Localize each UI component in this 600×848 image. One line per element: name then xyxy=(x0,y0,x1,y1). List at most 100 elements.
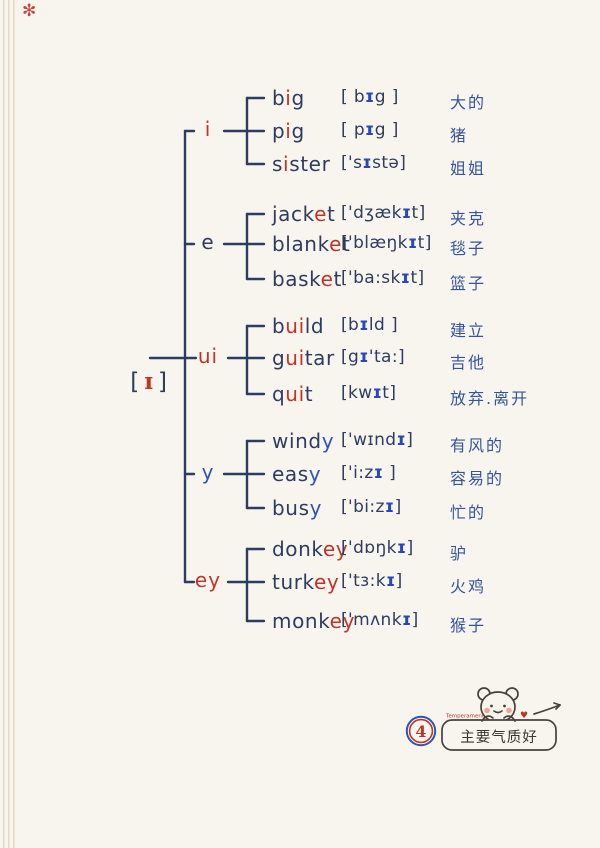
ph-suffix: g ] xyxy=(374,120,399,140)
ph-suffix: ] xyxy=(394,497,402,517)
word-row: jacket ['dʒækɪt] 夹克 xyxy=(0,202,600,228)
word-highlight: i xyxy=(285,86,292,110)
word-row: turkey ['tɜ:kɪ] 火鸡 xyxy=(0,570,600,596)
word-highlight: ui xyxy=(285,314,305,338)
bear-eye xyxy=(503,704,506,708)
ph-suffix: ld ] xyxy=(368,315,399,335)
ph-prefix: ['mʌnk xyxy=(341,610,402,630)
translation-cn: 大的 xyxy=(450,93,487,112)
ipa-sound: ɪ xyxy=(144,368,154,395)
ipa-root-symbol: [ɪ] xyxy=(97,342,168,421)
branch-label-y: y xyxy=(201,460,215,484)
word-prefix: wind xyxy=(272,429,322,453)
word-prefix: p xyxy=(272,119,286,143)
ph-prefix: ['dɒŋk xyxy=(341,538,397,558)
word-row: build [bɪld ] 建立 xyxy=(0,314,600,340)
word: pig xyxy=(272,119,305,143)
word: donkey xyxy=(272,537,348,561)
word-highlight: y xyxy=(309,496,323,520)
word-prefix: turk xyxy=(272,570,315,594)
ph-suffix: stə] xyxy=(372,153,407,173)
ph-suffix: g ] xyxy=(374,87,399,107)
word-highlight: ui xyxy=(285,382,305,406)
ph-prefix: [g xyxy=(341,347,360,367)
translation-cn: 建立 xyxy=(450,321,487,340)
ph-highlight: ɪ xyxy=(384,497,395,517)
translation-cn: 姐姐 xyxy=(450,159,487,178)
word-row: sister ['sɪstə] 姐姐 xyxy=(0,152,600,178)
translation-cn: 有风的 xyxy=(450,436,505,455)
word: windy xyxy=(272,429,334,453)
phonetic: [kwɪt] xyxy=(341,383,396,403)
word-suffix: t xyxy=(341,232,351,256)
ph-prefix: ['tɜ:k xyxy=(341,571,386,591)
ph-prefix: [b xyxy=(341,315,360,335)
word-suffix: g xyxy=(291,119,305,143)
word: easy xyxy=(272,462,321,486)
word-row: basket ['ba:skɪt] 篮子 xyxy=(0,267,600,293)
word-suffix: g xyxy=(291,86,305,110)
phonetic: [gɪ'ta:] xyxy=(341,347,405,367)
ph-highlight: ɪ xyxy=(359,315,369,335)
phonetic: ['sɪstə] xyxy=(341,153,406,173)
phonetic: ['ba:skɪt] xyxy=(341,268,425,288)
word-highlight: e xyxy=(314,202,327,226)
ph-highlight: ɪ xyxy=(396,538,407,558)
stamp-main-text: 主要气质好 xyxy=(460,729,538,746)
translation-cn: 放弃.离开 xyxy=(450,389,530,408)
translation-cn: 夹克 xyxy=(450,209,487,228)
ph-prefix: [kw xyxy=(341,383,373,403)
ph-highlight: ɪ xyxy=(365,120,375,140)
ph-prefix: ['wɪnd xyxy=(341,430,397,450)
word: jacket xyxy=(272,202,335,226)
bear-stamp: Temperament ♥ 主要气质好 xyxy=(441,687,561,751)
word-highlight: ey xyxy=(314,570,340,594)
phonetic: ['blæŋkɪt] xyxy=(341,233,432,253)
word-row: donkey ['dɒŋkɪ] 驴 xyxy=(0,537,600,563)
word-prefix: b xyxy=(272,314,286,338)
ph-highlight: ɪ xyxy=(396,430,407,450)
word-prefix: eas xyxy=(272,462,309,486)
phonetic: ['i:zɪ ] xyxy=(341,463,396,483)
translation-cn: 忙的 xyxy=(450,503,487,522)
ph-suffix: 'ta:] xyxy=(368,347,406,367)
ph-suffix: ] xyxy=(406,430,414,450)
phonetic: ['mʌnkɪ] xyxy=(341,610,419,630)
phonetic: [bɪld ] xyxy=(341,315,398,335)
snowflake-mark: ✻ xyxy=(22,1,37,21)
translation-cn: 毯子 xyxy=(450,239,487,258)
word-prefix: bus xyxy=(272,496,310,520)
translation-cn: 驴 xyxy=(450,544,469,563)
translation-cn: 猴子 xyxy=(450,616,487,635)
ph-prefix: ['blæŋk xyxy=(341,233,408,253)
word-prefix: bask xyxy=(272,267,321,291)
translation-cn: 容易的 xyxy=(450,469,505,488)
bear-cheek xyxy=(484,707,490,714)
phonetic: [ bɪg ] xyxy=(341,87,399,107)
ph-highlight: ɪ xyxy=(401,610,412,630)
ph-prefix: [ p xyxy=(341,120,366,140)
bracket-close: ] xyxy=(157,369,168,395)
phonetic: ['bi:zɪ] xyxy=(341,497,402,517)
heart-icon: ♥ xyxy=(520,711,528,721)
word-highlight: i xyxy=(285,119,292,143)
word-row: busy ['bi:zɪ] 忙的 xyxy=(0,496,600,522)
word-highlight: e xyxy=(320,267,334,291)
translation-cn: 吉他 xyxy=(450,353,487,372)
ph-highlight: ɪ xyxy=(407,233,418,253)
word-row: quit [kwɪt] 放弃.离开 xyxy=(0,382,600,408)
ph-suffix: t] xyxy=(382,383,397,403)
word-row: monkey ['mʌnkɪ] 猴子 xyxy=(0,609,600,635)
bear-cheek xyxy=(506,707,512,714)
phonetic: ['dʒækɪt] xyxy=(341,203,426,223)
word: busy xyxy=(272,496,322,520)
word-suffix: tar xyxy=(304,346,335,370)
ph-highlight: ɪ xyxy=(400,268,411,288)
branch-label-i: i xyxy=(204,117,212,141)
page-number: 4 xyxy=(415,722,426,741)
word-row: blanket ['blæŋkɪt] 毯子 xyxy=(0,232,600,258)
ph-highlight: ɪ xyxy=(372,383,383,403)
ph-suffix: ] xyxy=(411,610,419,630)
word: monkey xyxy=(272,609,355,633)
